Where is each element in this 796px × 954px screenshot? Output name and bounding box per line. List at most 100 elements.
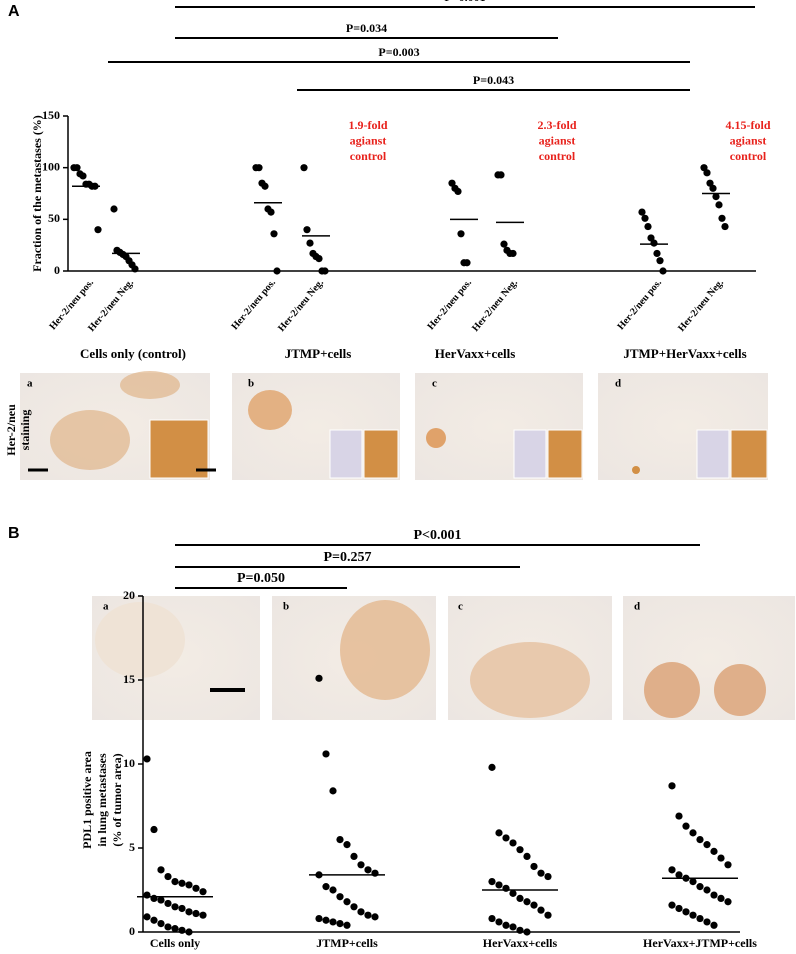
- x-tick-label: Her-2/neu Neg.: [276, 277, 326, 334]
- y-tick-label: 20: [123, 588, 135, 602]
- data-point: [371, 869, 379, 877]
- data-point: [675, 871, 683, 879]
- data-point: [656, 257, 664, 265]
- data-point: [509, 249, 517, 258]
- data-point: [523, 852, 531, 861]
- data-point: [721, 222, 729, 231]
- data-point: [143, 913, 151, 921]
- tissue: [426, 428, 446, 448]
- image-label: b: [248, 378, 254, 390]
- data-point: [495, 829, 503, 837]
- data-point: [357, 861, 365, 869]
- data-point: [336, 893, 344, 901]
- data-point: [537, 869, 545, 877]
- p-value: P<0.001: [444, 0, 485, 4]
- fold-annotation: control: [350, 149, 387, 163]
- inset: [149, 419, 209, 479]
- data-point: [703, 918, 711, 926]
- data-point: [530, 901, 538, 909]
- data-point: [537, 906, 545, 914]
- fold-annotation: agianst: [539, 133, 576, 147]
- p-value: P=0.034: [346, 21, 387, 35]
- data-point: [703, 841, 711, 849]
- data-point: [171, 903, 179, 911]
- fold-annotation: 1.9-fold: [349, 118, 388, 132]
- image-label: c: [458, 601, 463, 613]
- tissue: [340, 600, 430, 700]
- x-tick-label: JTMP+cells: [316, 936, 378, 950]
- group-label: JTMP+HerVaxx+cells: [623, 346, 746, 361]
- group-label: Cells only (control): [80, 346, 186, 361]
- data-point: [502, 921, 510, 929]
- data-point: [696, 883, 704, 891]
- fold-annotation: 2.3-fold: [538, 118, 577, 132]
- data-point: [488, 914, 496, 923]
- data-point: [322, 916, 330, 924]
- tissue: [644, 662, 700, 718]
- data-point: [73, 164, 81, 172]
- data-point: [164, 899, 172, 908]
- x-tick-label: Her-2/neu pos.: [426, 277, 475, 332]
- data-point: [500, 240, 508, 248]
- tissue: [714, 664, 766, 716]
- data-point: [530, 862, 538, 871]
- data-point: [523, 898, 531, 906]
- data-point: [710, 847, 718, 855]
- data-point: [502, 884, 510, 892]
- y-tick-label: 150: [42, 108, 60, 122]
- data-point: [488, 763, 496, 771]
- y-axis-label: (% of tumor area): [110, 753, 124, 846]
- data-point: [255, 164, 263, 172]
- data-point: [682, 908, 690, 916]
- data-point: [696, 914, 704, 923]
- data-point: [300, 164, 308, 172]
- data-point: [516, 926, 524, 934]
- panel-letter: B: [8, 525, 20, 542]
- panel-letter: A: [8, 3, 20, 20]
- data-point: [641, 214, 649, 222]
- data-point: [157, 920, 165, 928]
- data-point: [454, 187, 462, 196]
- data-point: [199, 888, 207, 896]
- image-label: a: [27, 378, 33, 390]
- data-point: [653, 249, 661, 258]
- p-value: P=0.257: [323, 550, 371, 565]
- group-label: JTMP+cells: [285, 346, 352, 361]
- data-point: [712, 193, 720, 201]
- fold-annotation: agianst: [730, 133, 767, 147]
- data-point: [79, 172, 87, 180]
- y-tick-label: 100: [42, 159, 60, 173]
- x-tick-label: Her-2/neu Neg.: [676, 277, 726, 334]
- data-point: [495, 881, 503, 889]
- data-point: [350, 903, 358, 911]
- x-tick-label: Her-2/neu pos.: [616, 277, 665, 332]
- data-point: [192, 884, 200, 892]
- data-point: [315, 255, 323, 263]
- data-point: [270, 230, 278, 238]
- y-axis-label: in lung metastases: [95, 753, 109, 847]
- data-point: [509, 923, 517, 931]
- p-value: P<0.001: [413, 528, 461, 543]
- data-point: [682, 822, 690, 830]
- tissue: [120, 371, 180, 399]
- tissue: [470, 642, 590, 718]
- data-point: [715, 201, 723, 209]
- data-point: [502, 834, 510, 842]
- image-row-b: [92, 596, 795, 720]
- data-point: [315, 674, 323, 682]
- image-row-a: [20, 371, 768, 480]
- data-point: [650, 239, 658, 247]
- data-point: [343, 921, 351, 929]
- inset: [730, 429, 768, 479]
- data-point: [164, 872, 172, 881]
- data-point: [638, 208, 646, 216]
- data-point: [488, 878, 496, 886]
- data-point: [164, 923, 172, 931]
- data-point: [544, 872, 552, 881]
- p-value: P=0.003: [378, 45, 419, 59]
- data-point: [150, 825, 158, 834]
- data-point: [463, 259, 471, 267]
- data-point: [185, 928, 193, 936]
- data-point: [689, 878, 697, 886]
- image-label: d: [615, 378, 621, 390]
